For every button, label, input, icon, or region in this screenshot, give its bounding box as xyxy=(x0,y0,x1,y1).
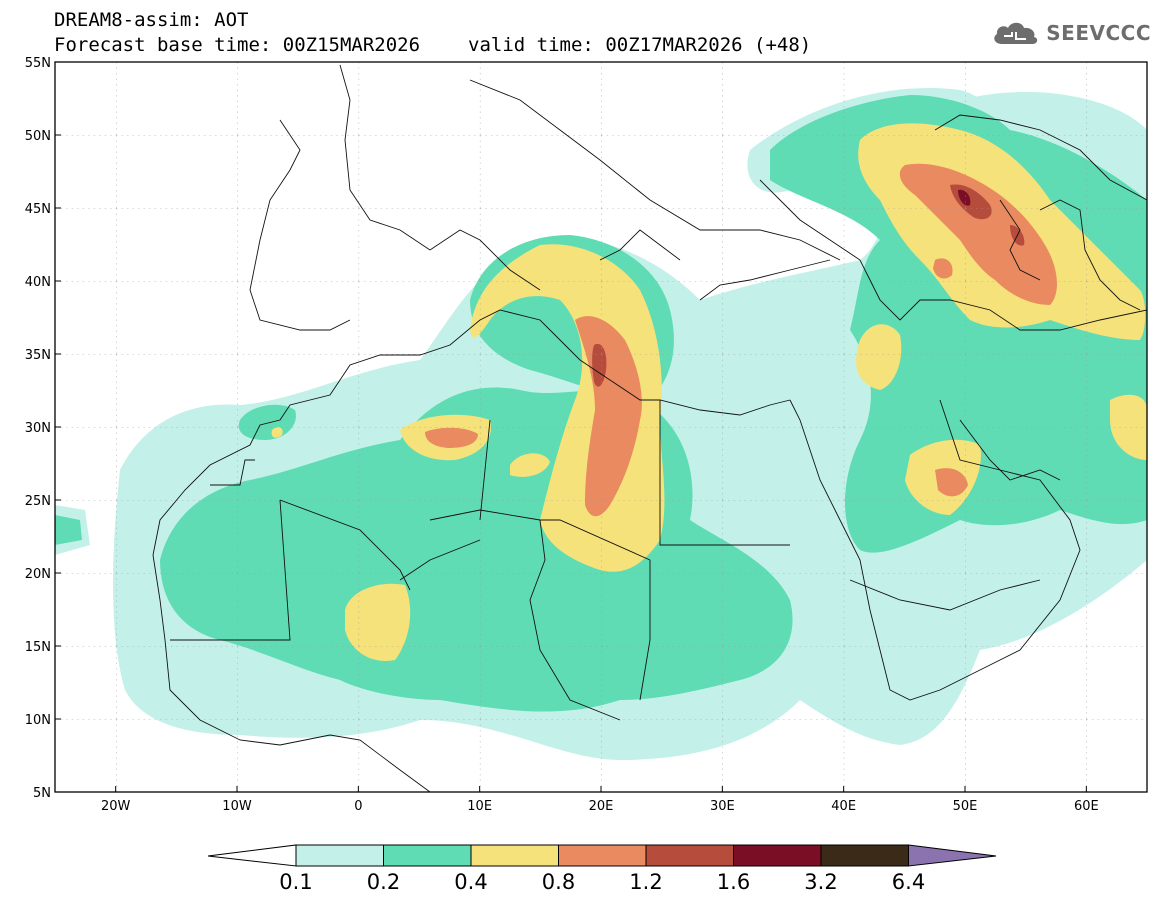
cloud-icon xyxy=(994,22,1038,44)
logo-text: SEEVCCC xyxy=(1046,21,1151,45)
lat-tick-label: 40N xyxy=(25,275,51,290)
colorbar-label-1.6: 1.6 xyxy=(716,870,751,894)
colorbar-label-6.4: 6.4 xyxy=(891,870,926,894)
valid-time: valid time: 00Z17MAR2026 (+48) xyxy=(468,34,812,56)
lon-tick-label: 40E xyxy=(831,799,856,814)
colorbar xyxy=(207,844,997,867)
colorbar-over-arrow xyxy=(908,844,997,867)
lat-tick-label: 25N xyxy=(25,494,51,509)
lon-tick-label: 0 xyxy=(354,799,362,814)
colorbar-label-3.2: 3.2 xyxy=(804,870,838,894)
colorbar-bin-0.8 xyxy=(558,844,647,867)
lat-tick-label: 5N xyxy=(33,786,51,801)
lon-tick-labels: 20W 10W 0 10E 20E 30E 40E 50E 60E xyxy=(101,786,1099,814)
lon-tick-label: 20E xyxy=(589,799,614,814)
lat-tick-label: 10N xyxy=(25,713,51,728)
lon-tick-label: 10W xyxy=(222,799,252,814)
lon-tick-label: 50E xyxy=(953,799,978,814)
lon-tick-label: 60E xyxy=(1074,799,1099,814)
lat-tick-label: 20N xyxy=(25,567,51,582)
colorbar-label-0.2: 0.2 xyxy=(366,870,401,894)
lon-tick-label: 10E xyxy=(467,799,492,814)
time-info: Forecast base time: 00Z15MAR2026 valid ti… xyxy=(54,35,811,55)
colorbar-bin-1.6 xyxy=(733,844,822,867)
coastlines-borders xyxy=(152,64,1147,792)
map-title: DREAM8-assim: AOT xyxy=(54,9,249,31)
lat-tick-label: 35N xyxy=(25,348,51,363)
colorbar-bin-0.2 xyxy=(383,844,472,867)
lon-tick-label: 20W xyxy=(101,799,131,814)
lat-tick-label: 30N xyxy=(25,421,51,436)
colorbar-bin-0.4 xyxy=(470,844,559,867)
lat-tick-label: 55N xyxy=(25,56,51,71)
lat-tick-labels: 55N 50N 45N 40N 35N 30N 25N 20N 15N 10N 5N xyxy=(25,56,61,801)
colorbar-under-arrow xyxy=(207,844,297,867)
lat-tick-label: 15N xyxy=(25,640,51,655)
colorbar-bin-0.1 xyxy=(295,844,384,867)
lat-tick-label: 50N xyxy=(25,129,51,144)
colorbar-label-0.8: 0.8 xyxy=(541,870,576,894)
lon-tick-label: 30E xyxy=(710,799,735,814)
base-time: Forecast base time: 00Z15MAR2026 xyxy=(54,34,421,56)
colorbar-label-0.1: 0.1 xyxy=(279,870,313,894)
colorbar-bin-1.2 xyxy=(645,844,734,867)
colorbar-label-1.2: 1.2 xyxy=(629,870,663,894)
seevccc-logo: SEEVCCC xyxy=(990,18,1151,48)
lat-tick-label: 45N xyxy=(25,202,51,217)
lat-lon-grid xyxy=(55,62,1147,792)
colorbar-label-0.4: 0.4 xyxy=(454,870,488,894)
colorbar-bin-3.2 xyxy=(820,844,909,867)
